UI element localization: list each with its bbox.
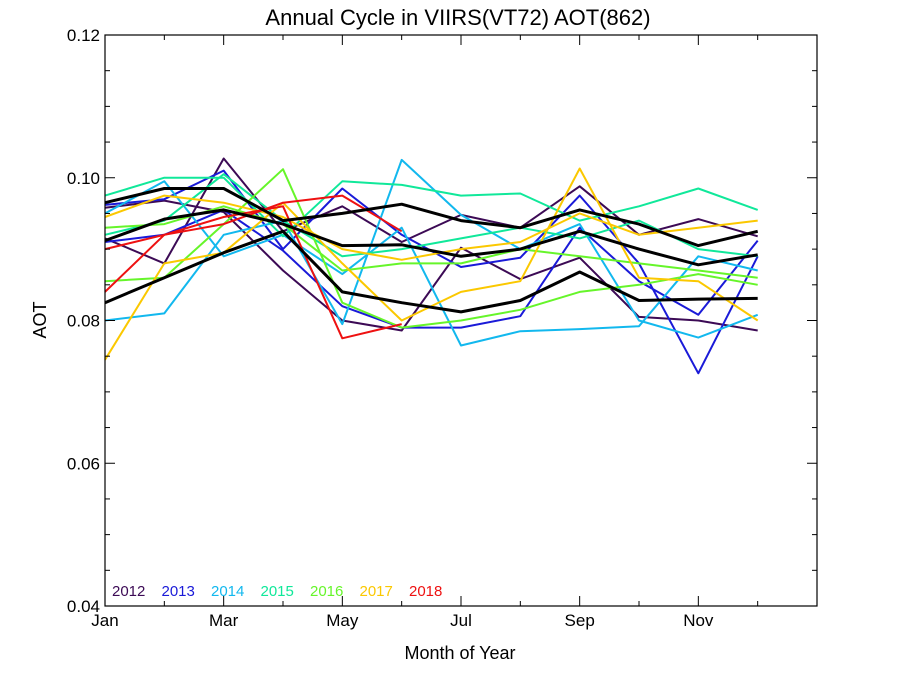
legend-item-2013: 2013 xyxy=(162,583,195,600)
series-2016-line-9 xyxy=(104,205,758,279)
series-layer xyxy=(104,157,759,375)
series-2014-line-4 xyxy=(104,158,759,339)
y-tick-label: 0.06 xyxy=(67,454,100,473)
chart-title: Annual Cycle in VIIRS(VT72) AOT(862) xyxy=(265,5,650,30)
axes-layer: Jan Mar May Jul Sep Nov 0.04 0.06 0.08 0.10 0.12 xyxy=(67,26,818,630)
series-mean-line-14 xyxy=(104,187,759,248)
series-2015-line-6 xyxy=(104,176,759,238)
y-tick-label: 0.08 xyxy=(67,312,100,331)
legend-item-2015: 2015 xyxy=(261,583,294,600)
legend-item-2014: 2014 xyxy=(211,583,244,600)
series-mean-line-15 xyxy=(104,208,758,267)
x-tick-label: May xyxy=(326,611,359,630)
legend: 2012 2013 2014 2015 2016 2017 2018 xyxy=(112,583,442,600)
y-tick-label: 0.04 xyxy=(67,597,100,616)
series-2013-line-3 xyxy=(104,208,759,329)
y-axis-label: AOT xyxy=(30,301,50,338)
series-2018-line-12 xyxy=(104,205,402,340)
x-tick-label: Jan xyxy=(91,611,118,630)
series-2016-line-8 xyxy=(104,168,758,329)
series-2015-line-7 xyxy=(104,173,758,258)
x-tick-label: Nov xyxy=(683,611,714,630)
series-2018-line-13 xyxy=(104,194,403,251)
x-tick-label: Mar xyxy=(209,611,239,630)
legend-item-2018: 2018 xyxy=(409,583,442,600)
legend-item-2017: 2017 xyxy=(360,583,393,600)
x-axis-label: Month of Year xyxy=(404,643,515,663)
x-tick-label: Jul xyxy=(450,611,472,630)
y-tick-label: 0.10 xyxy=(67,169,100,188)
series-mean-line-16 xyxy=(104,229,758,314)
x-tick-label: Sep xyxy=(565,611,595,630)
legend-item-2012: 2012 xyxy=(112,583,145,600)
legend-item-2016: 2016 xyxy=(310,583,343,600)
y-tick-label: 0.12 xyxy=(67,26,100,45)
series-2017-line-11 xyxy=(104,194,758,261)
series-2014-line-5 xyxy=(104,180,758,347)
